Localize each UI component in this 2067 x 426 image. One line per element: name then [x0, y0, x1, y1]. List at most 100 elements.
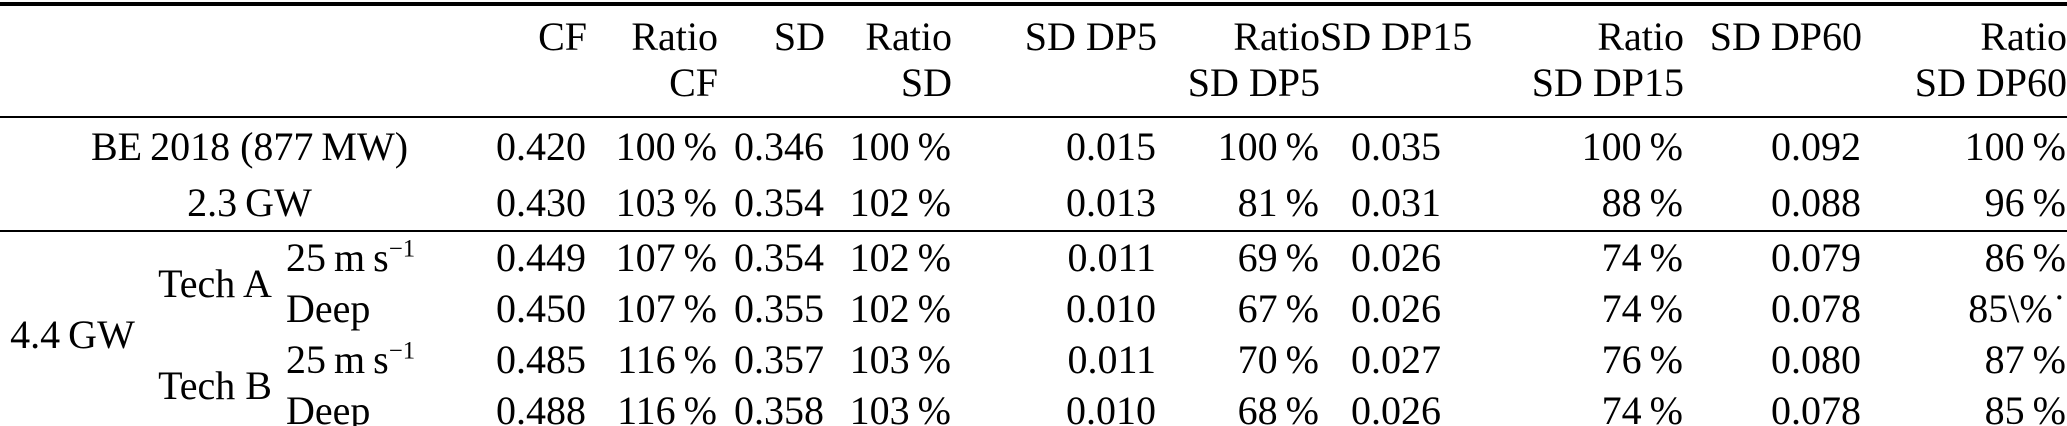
scenario-text: Deep [286, 286, 371, 331]
value-cell: 116 % [617, 388, 717, 426]
value-cell: 100 % [1581, 123, 1683, 169]
value-cell: 88 % [1601, 179, 1683, 225]
value-cell: 0.015 [1066, 123, 1156, 169]
col-header-line2: SD [900, 60, 952, 105]
value-cell: 85 % [1984, 388, 2066, 426]
value-cell: 0.354 [734, 179, 824, 225]
value-cell: 102 % [849, 286, 951, 331]
value-cell: 103 % [615, 179, 717, 225]
value-cell: 0.078 [1771, 388, 1861, 426]
scenario-text: 25 m s [286, 337, 389, 382]
value-cell: 96 % [1984, 179, 2066, 225]
col-header-line1: Ratio [1980, 14, 2067, 59]
value-cell: 74 % [1601, 388, 1683, 426]
group-label: 4.4 GW [10, 311, 135, 357]
value-cell: 74 % [1601, 235, 1683, 280]
col-header-sd-dp15: SD DP15 [1320, 4, 1473, 117]
col-header-line1: SD DP15 [1320, 14, 1473, 59]
scenario-superscript: −1 [388, 337, 416, 365]
header-spacer [0, 4, 415, 117]
value-cell: 102 % [849, 235, 951, 280]
value-cell: 0.485 [496, 337, 586, 382]
col-header-cf: CF [415, 4, 587, 117]
value-cell: 67 % [1237, 286, 1319, 331]
value-cell: 0.011 [1067, 337, 1156, 382]
value-cell: 0.010 [1066, 286, 1156, 331]
table-row-tech-a-deep: Deep 0.450 107 % 0.355 102 % 0.010 67 % … [0, 283, 2067, 334]
col-header-sd: SD [718, 4, 825, 117]
col-header-line1: SD DP60 [1709, 14, 1862, 59]
value-cell: 0.031 [1351, 179, 1441, 225]
value-cell: 85\%˙ [1968, 286, 2066, 331]
value-cell: 100 % [615, 123, 717, 169]
value-cell: 103 % [849, 337, 951, 382]
col-header-line1: Ratio [1233, 14, 1320, 59]
value-cell: 107 % [615, 235, 717, 280]
col-header-sd-dp5: SD DP5 [952, 4, 1157, 117]
col-header-line2: SD DP60 [1914, 60, 2067, 105]
table-row-tech-b-deep: Deep 0.488 116 % 0.358 103 % 0.010 68 % … [0, 385, 2067, 426]
value-cell: 0.357 [734, 337, 824, 382]
value-cell: 74 % [1601, 286, 1683, 331]
col-header-sd-dp60: SD DP60 [1684, 4, 1862, 117]
value-cell: 0.450 [496, 286, 586, 331]
col-header-ratio-sd: Ratio SD [825, 4, 952, 117]
col-header-line2: SD DP5 [1187, 60, 1320, 105]
value-cell: 87 % [1984, 337, 2066, 382]
value-cell: 0.449 [496, 235, 586, 280]
value-cell: 70 % [1237, 337, 1319, 382]
scenario-label: Deep [285, 283, 415, 334]
value-cell: 100 % [1217, 123, 1319, 169]
row-label: 2.3 GW [187, 179, 312, 225]
value-cell: 0.010 [1066, 388, 1156, 426]
col-header-line1: Ratio [1597, 14, 1684, 59]
col-header-line1: SD DP5 [1024, 14, 1157, 59]
value-cell: 0.026 [1351, 388, 1441, 426]
value-cell: 76 % [1601, 337, 1683, 382]
col-header-line1: Ratio [865, 14, 952, 59]
value-cell: 0.092 [1771, 123, 1861, 169]
col-header-line1: SD [773, 14, 825, 59]
header-row: CF Ratio CF SD Ratio SD SD DP5 Ratio SD DP5… [0, 4, 2067, 117]
scenario-superscript: −1 [388, 235, 416, 263]
scenario-label: Deep [285, 385, 415, 426]
value-cell: 102 % [849, 179, 951, 225]
reference-section: BE 2018 (877 MW) 0.420 100 % 0.346 100 %… [0, 117, 2067, 231]
scenario-text: Deep [286, 388, 371, 426]
value-cell: 0.354 [734, 235, 824, 280]
tech-label: Tech B [158, 362, 272, 408]
value-cell: 0.011 [1067, 235, 1156, 280]
value-cell: 0.026 [1351, 286, 1441, 331]
value-cell: 0.080 [1771, 337, 1861, 382]
value-cell: 0.027 [1351, 337, 1441, 382]
value-cell: 100 % [1964, 123, 2066, 169]
table-header: CF Ratio CF SD Ratio SD SD DP5 Ratio SD DP5… [0, 4, 2067, 117]
scenario-label: 25 m s−1 [285, 334, 415, 385]
value-cell: 116 % [617, 337, 717, 382]
value-cell: 81 % [1237, 179, 1319, 225]
table-row-tech-a-25ms: 4.4 GW Tech A 25 m s−1 0.449 107 % 0.354… [0, 231, 2067, 357]
value-cell: 69 % [1237, 235, 1319, 280]
value-cell: 0.078 [1771, 286, 1861, 331]
col-header-ratio-cf: Ratio CF [587, 4, 718, 117]
col-header-line2: SD DP15 [1531, 60, 1684, 105]
table-row-be2018: BE 2018 (877 MW) 0.420 100 % 0.346 100 %… [0, 117, 2067, 174]
value-cell: 0.420 [496, 123, 586, 169]
value-cell: 86 % [1984, 235, 2066, 280]
value-cell: 0.079 [1771, 235, 1861, 280]
value-cell: 0.013 [1066, 179, 1156, 225]
value-cell: 103 % [849, 388, 951, 426]
col-header-line1: CF [538, 14, 587, 59]
value-cell: 0.346 [734, 123, 824, 169]
value-cell: 100 % [849, 123, 951, 169]
value-cell: 0.488 [496, 388, 586, 426]
tech-label: Tech A [158, 260, 272, 306]
scenario-text: 25 m s [286, 235, 389, 280]
scenario-section-4-4gw: 4.4 GW Tech A 25 m s−1 0.449 107 % 0.354… [0, 231, 2067, 426]
col-header-ratio-sd-dp60: Ratio SD DP60 [1862, 4, 2067, 117]
value-cell: 68 % [1237, 388, 1319, 426]
value-cell: 0.358 [734, 388, 824, 426]
row-label: BE 2018 (877 MW) [90, 123, 409, 169]
value-cell: 0.035 [1351, 123, 1441, 169]
